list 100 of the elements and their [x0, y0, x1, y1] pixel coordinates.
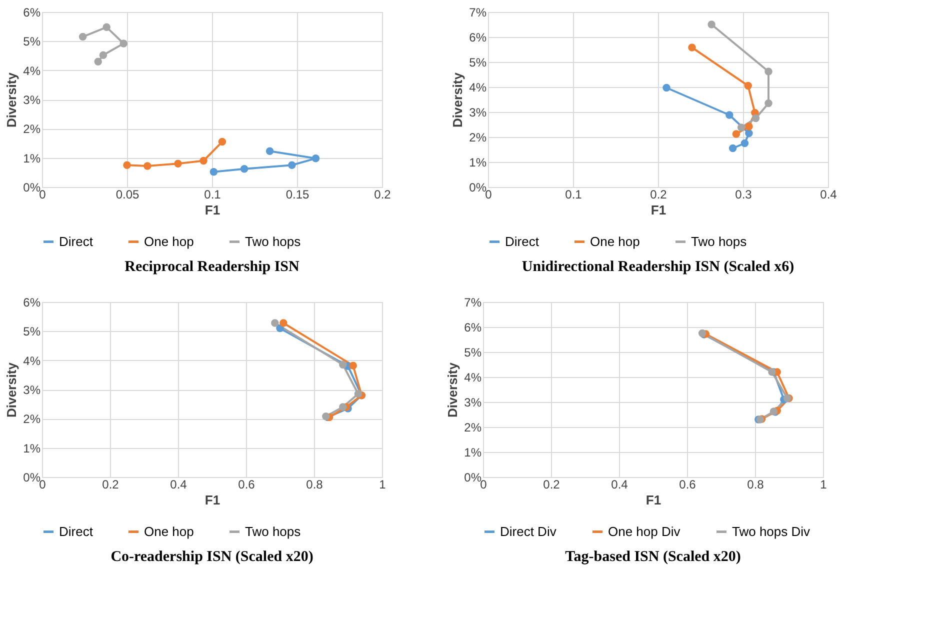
y-axis-title: Diversity — [445, 362, 460, 418]
y-tick-label: 7% — [469, 6, 487, 20]
y-tick-label: 2% — [469, 130, 487, 144]
legend-label: Direct Div — [500, 524, 557, 539]
x-tick-label: 0.4 — [820, 188, 838, 202]
y-tick-label: 7% — [464, 296, 482, 310]
y-tick-label: 4% — [23, 64, 41, 78]
x-tick-label: 0.2 — [650, 188, 668, 202]
x-tick-label: 0.8 — [306, 478, 324, 492]
point — [271, 319, 279, 327]
y-tick-label: 6% — [23, 6, 41, 20]
y-tick-label: 5% — [464, 346, 482, 360]
y-tick-label: 1% — [464, 446, 482, 460]
point — [288, 161, 296, 169]
point — [764, 68, 772, 76]
legend-label: Two hops — [245, 524, 302, 539]
point — [726, 111, 734, 119]
point — [99, 51, 108, 60]
x-tick-label: 0.2 — [543, 478, 560, 492]
text: Tag-based ISN (Scaled x20) — [565, 549, 741, 565]
legend-label: One hop Div — [608, 524, 681, 539]
text: Co-readership ISN (Scaled x20) — [110, 549, 314, 565]
point — [266, 147, 274, 155]
point — [728, 144, 737, 152]
x-tick-label: 0.4 — [170, 478, 188, 492]
point — [174, 160, 182, 168]
x-axis-title: F1 — [650, 202, 666, 218]
x-tick-label: 0.1 — [204, 188, 222, 202]
point — [218, 138, 226, 146]
x-tick-label: 0.05 — [116, 188, 140, 202]
point — [732, 130, 740, 138]
point — [708, 20, 716, 28]
y-tick-label: 2% — [23, 412, 41, 426]
point — [280, 319, 288, 327]
point — [752, 114, 760, 122]
legend-label: Direct — [59, 524, 94, 539]
y-tick-label: 5% — [23, 34, 41, 49]
legend-label: Two hops — [691, 234, 748, 249]
y-tick-label: 2% — [23, 122, 41, 136]
x-tick-label: 0.6 — [238, 478, 256, 492]
x-tick-label: 0.6 — [679, 478, 696, 492]
x-tick-label: 0.15 — [286, 188, 310, 202]
point — [688, 44, 696, 52]
x-tick-label: 0 — [39, 188, 46, 202]
point — [339, 360, 347, 369]
x-tick-label: 1 — [820, 478, 828, 492]
point — [78, 32, 87, 41]
x-tick-label: 0 — [485, 188, 492, 202]
legend-label: One hop — [144, 234, 194, 249]
legend-label: Two hops — [245, 234, 302, 249]
point — [94, 58, 102, 66]
legend-label: One hop — [590, 234, 640, 249]
point — [200, 156, 208, 165]
y-tick-label: 6% — [464, 320, 482, 334]
y-tick-label: 3% — [464, 396, 482, 410]
y-axis-title: Diversity — [4, 72, 20, 128]
y-tick-label: 0% — [464, 470, 482, 484]
x-tick-label: 0 — [480, 478, 488, 492]
y-tick-label: 1% — [469, 156, 487, 170]
y-tick-label: 4% — [469, 80, 487, 94]
y-tick-label: 5% — [469, 56, 487, 70]
point — [745, 122, 753, 130]
x-tick-label: 0.8 — [747, 478, 764, 492]
x-axis-title: F1 — [204, 202, 220, 218]
point — [123, 161, 131, 169]
text: Reciprocal Readership ISN — [124, 259, 300, 275]
y-tick-label: 1% — [23, 441, 41, 456]
point — [240, 165, 248, 173]
point — [354, 390, 362, 398]
point — [312, 154, 320, 162]
point — [120, 40, 128, 48]
text: Unidirectional Readership ISN (Scaled x6) — [522, 259, 794, 275]
point — [349, 362, 357, 370]
y-tick-label: 5% — [23, 324, 41, 339]
y-tick-label: 3% — [469, 106, 487, 120]
legend-label: Direct — [59, 234, 94, 249]
y-tick-label: 0% — [23, 470, 41, 484]
y-axis-title: Diversity — [4, 362, 20, 418]
x-tick-label: 1 — [379, 478, 386, 492]
x-tick-label: 0.4 — [611, 478, 628, 492]
x-tick-label: 0.1 — [565, 188, 582, 202]
y-axis-title: Diversity — [450, 72, 466, 128]
y-tick-label: 6% — [23, 296, 41, 310]
y-tick-label: 2% — [464, 420, 482, 434]
point — [210, 168, 218, 176]
y-tick-label: 0% — [469, 180, 487, 194]
point — [744, 82, 752, 90]
y-tick-label: 0% — [23, 180, 41, 194]
y-tick-label: 1% — [23, 151, 41, 166]
point — [662, 84, 670, 92]
legend-label: Two hops Div — [732, 524, 811, 539]
x-tick-label: 0 — [39, 478, 46, 492]
x-tick-label: 0.2 — [102, 478, 120, 492]
y-tick-label: 3% — [23, 93, 41, 107]
point — [740, 139, 749, 148]
point — [737, 124, 746, 132]
point — [102, 23, 110, 32]
y-tick-label: 4% — [464, 370, 482, 384]
legend-label: Direct — [505, 234, 540, 249]
point — [144, 162, 152, 170]
